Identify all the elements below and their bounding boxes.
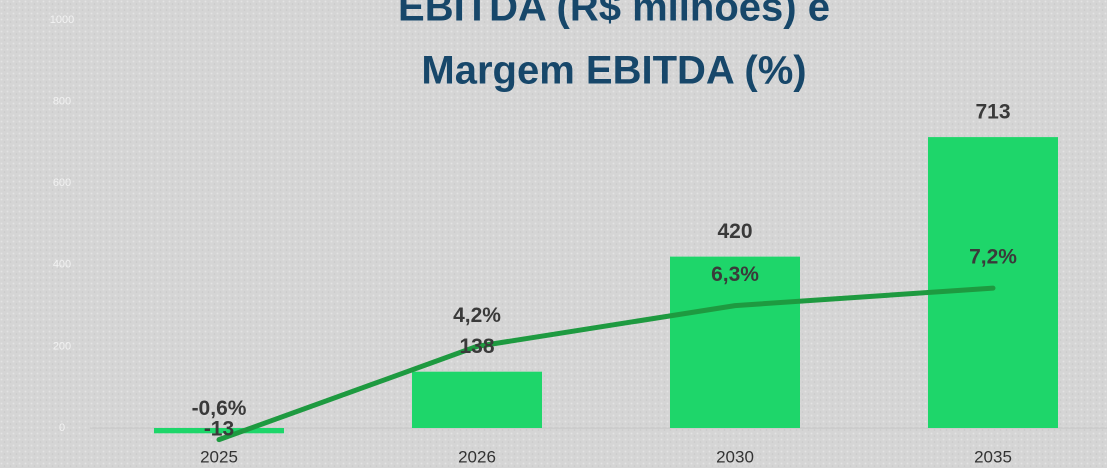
y-tick-label: 200 <box>53 340 71 352</box>
x-tick-label: 2030 <box>716 447 754 466</box>
bar-label: 713 <box>975 101 1010 124</box>
bar <box>154 428 284 434</box>
line <box>216 285 996 443</box>
y-tick-label: 1000 <box>50 14 74 26</box>
line-label: 4,2% <box>453 304 501 327</box>
line-label: -0,6% <box>192 397 247 420</box>
y-tick-label: 600 <box>53 177 71 189</box>
chart-title: Margem EBITDA (%) <box>421 49 806 93</box>
y-tick-label: 400 <box>53 259 71 271</box>
bar-label: -13 <box>204 418 234 441</box>
y-tick-label: 800 <box>53 96 71 108</box>
x-tick-label: 2026 <box>458 447 496 466</box>
line-label: 6,3% <box>711 263 759 286</box>
chart-title: EBITDA (R$ milhões) e <box>398 0 830 30</box>
x-tick-label: 2025 <box>200 447 238 466</box>
line-label: 7,2% <box>969 246 1017 269</box>
bar <box>670 256 800 428</box>
x-tick-label: 2035 <box>974 447 1012 466</box>
bar-label: 138 <box>459 335 494 358</box>
bar <box>928 137 1058 428</box>
bar <box>412 371 542 428</box>
y-tick-label: 0 <box>59 422 65 434</box>
bar-label: 420 <box>717 220 752 243</box>
